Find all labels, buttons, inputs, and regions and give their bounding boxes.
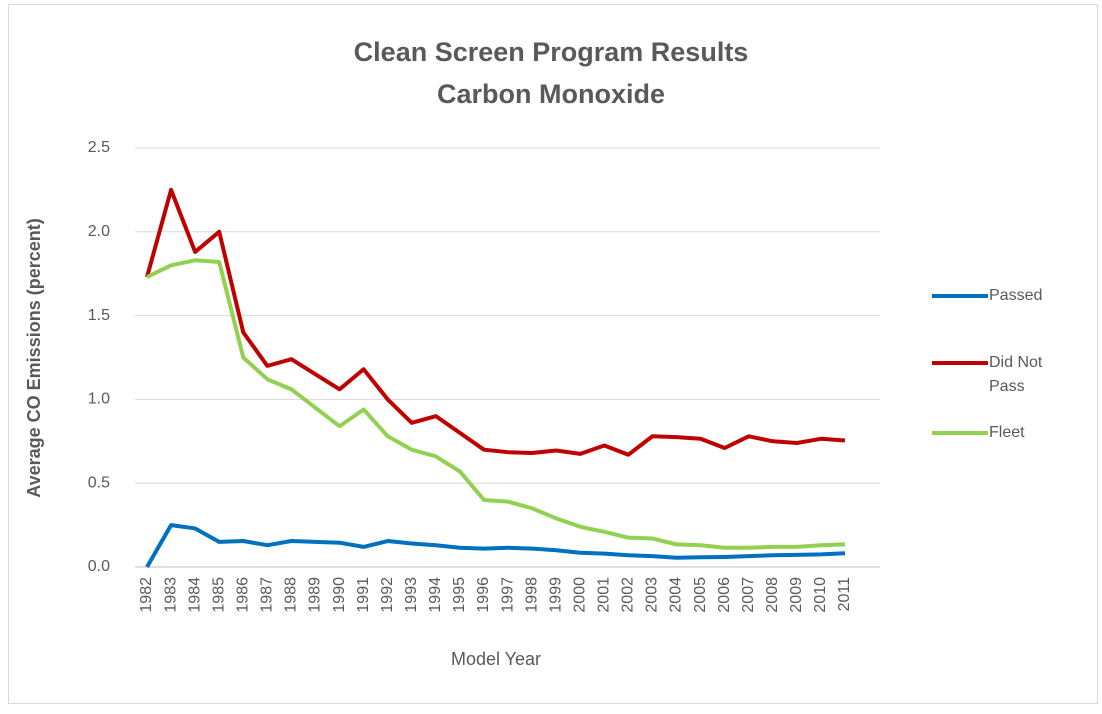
chart-border <box>8 4 1098 704</box>
x-tick-label: 1984 <box>186 577 203 613</box>
y-tick-label: 1.0 <box>88 391 110 408</box>
x-tick-label: 1993 <box>403 577 420 613</box>
x-tick-label: 1983 <box>162 577 179 613</box>
x-tick-label: 1988 <box>283 577 300 613</box>
x-tick-label: 1987 <box>259 577 276 613</box>
x-tick-label: 1995 <box>451 577 468 613</box>
chart-subtitle: Carbon Monoxide <box>437 79 665 109</box>
legend-item: Passed <box>989 287 1043 304</box>
y-axis-label: Average CO Emissions (percent) <box>24 218 44 497</box>
x-tick-label: 1990 <box>331 577 348 613</box>
legend-label: Did Not Pass <box>989 354 1043 395</box>
x-tick-label: 2010 <box>812 577 829 613</box>
y-tick-label: 2.5 <box>88 139 110 156</box>
y-tick-label: 0.5 <box>88 474 110 491</box>
y-tick-label: 1.5 <box>88 307 110 324</box>
x-tick-label: 1986 <box>234 577 251 613</box>
x-tick-label: 2001 <box>596 577 613 613</box>
x-tick-label: 2004 <box>668 577 685 613</box>
x-tick-label: 1998 <box>523 577 540 613</box>
x-axis-label: Model Year <box>451 649 541 669</box>
y-tick-label: 2.0 <box>88 223 110 240</box>
x-tick-label: 1991 <box>355 577 372 613</box>
data-line <box>145 523 846 568</box>
chart-title: Clean Screen Program Results <box>354 37 749 67</box>
x-tick-label: 1982 <box>138 577 155 613</box>
x-tick-label: 2000 <box>571 577 588 613</box>
legend-label: Fleet <box>989 424 1025 441</box>
legend-item: Fleet <box>989 424 1025 441</box>
x-tick-label: 2007 <box>740 577 757 613</box>
x-tick-label: 1992 <box>379 577 396 613</box>
x-tick-label: 1999 <box>547 577 564 613</box>
x-tick-label: 1996 <box>475 577 492 613</box>
x-tick-label: 2002 <box>620 577 637 613</box>
x-tick-label: 2005 <box>692 577 709 613</box>
x-tick-label: 1989 <box>307 577 324 613</box>
legend-label: Passed <box>989 287 1043 304</box>
data-line <box>145 187 846 457</box>
legend-item: Did Not Pass <box>989 354 1043 395</box>
x-tick-label: 2011 <box>836 577 853 612</box>
x-tick-label: 1994 <box>427 577 444 613</box>
x-tick-label: 2008 <box>764 577 781 613</box>
x-tick-label: 2003 <box>644 577 661 613</box>
data-line <box>146 258 846 550</box>
x-tick-label: 2009 <box>788 577 805 613</box>
x-tick-label: 1985 <box>210 577 227 613</box>
x-tick-label: 2006 <box>716 577 733 613</box>
y-tick-label: 0.0 <box>88 558 110 575</box>
x-tick-label: 1997 <box>499 577 516 613</box>
